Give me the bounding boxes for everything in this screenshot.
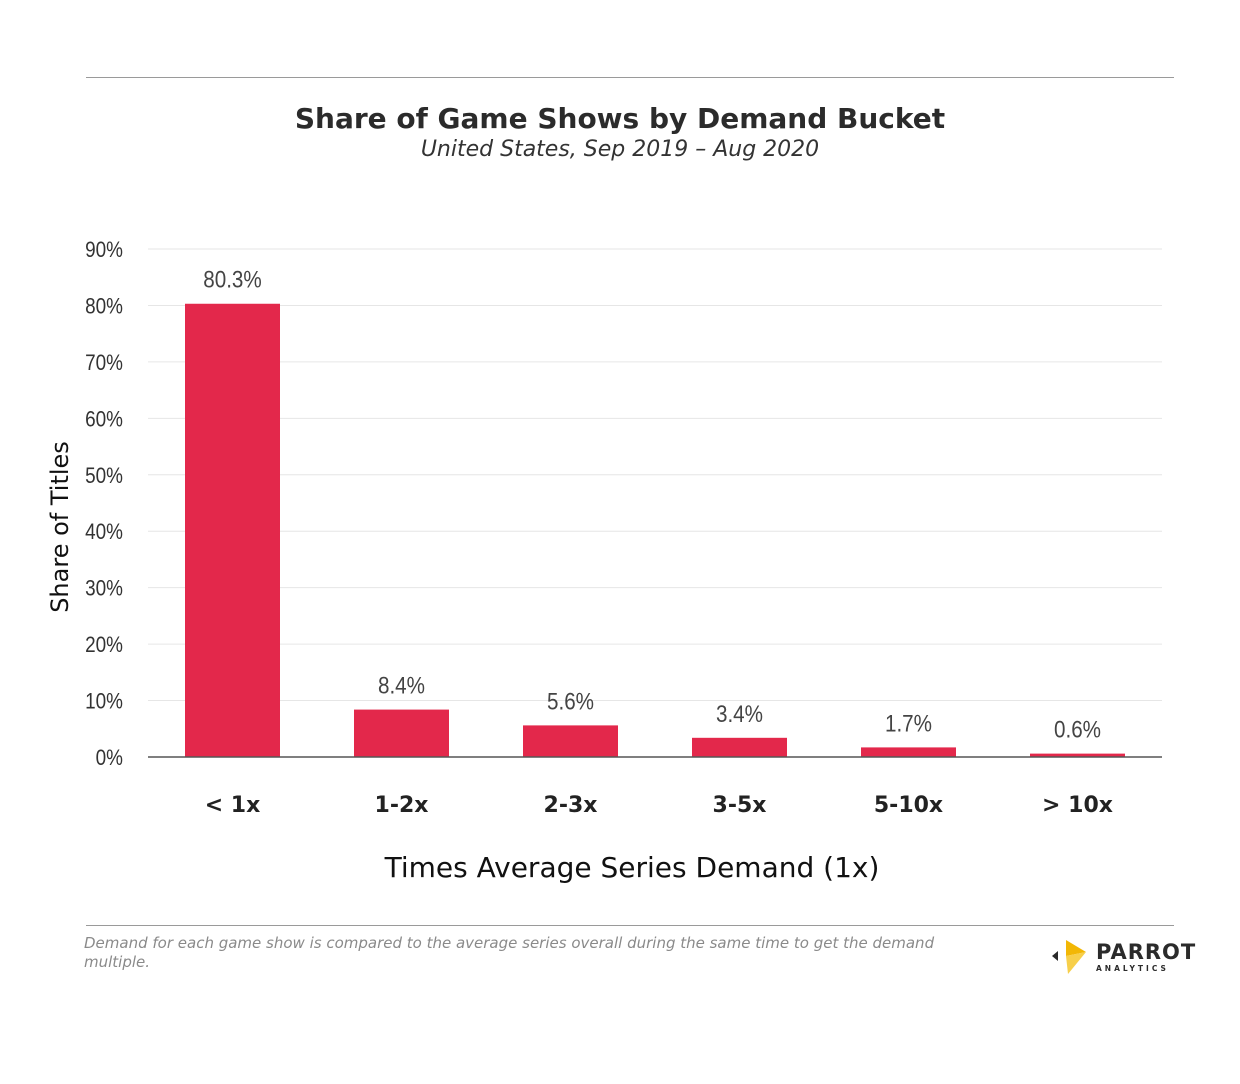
top-rule [86, 77, 1174, 78]
y-tick-labels: 0% 10% 20% 30% 40% 50% 60% 70% 80% 90% [85, 238, 123, 771]
bar [185, 303, 280, 757]
x-tick-label: < 1x [205, 793, 261, 818]
logo-subtext: ANALYTICS [1096, 964, 1169, 973]
bar [692, 737, 787, 757]
y-axis-label: Share of Titles [46, 441, 74, 613]
bar [523, 725, 618, 757]
x-tick-label: 5-10x [874, 793, 943, 818]
chart-title: Share of Game Shows by Demand Bucket [294, 102, 946, 135]
bars [185, 303, 1125, 757]
y-tick-label: 50% [85, 463, 123, 488]
y-tick-label: 80% [85, 294, 123, 319]
x-tick-label: 1-2x [375, 793, 429, 818]
parrot-analytics-logo-icon [1052, 940, 1086, 974]
y-tick-label: 0% [96, 746, 123, 771]
y-tick-label: 20% [85, 633, 123, 658]
bottom-rule [86, 925, 1174, 926]
bar [861, 747, 956, 757]
grid-lines [148, 248, 1162, 702]
bar [1030, 753, 1125, 757]
data-label: 80.3% [203, 266, 262, 293]
y-tick-label: 40% [85, 520, 123, 545]
data-labels: 80.3% 8.4% 5.6% 3.4% 1.7% 0.6% [203, 266, 1101, 743]
x-tick-label: > 10x [1042, 793, 1113, 818]
x-tick-label: 2-3x [544, 793, 598, 818]
data-label: 1.7% [885, 710, 932, 737]
y-tick-label: 30% [85, 576, 123, 601]
logo-wordmark: PARROT [1096, 940, 1197, 964]
chart-subtitle: United States, Sep 2019 – Aug 2020 [420, 137, 820, 162]
y-tick-label: 70% [85, 351, 123, 376]
y-tick-label: 60% [85, 407, 123, 432]
y-tick-label: 90% [85, 238, 123, 263]
x-tick-label: 3-5x [713, 793, 767, 818]
y-tick-label: 10% [85, 689, 123, 714]
data-label: 8.4% [378, 672, 425, 699]
data-label: 3.4% [716, 700, 763, 727]
data-label: 5.6% [547, 688, 594, 715]
data-label: 0.6% [1054, 716, 1101, 743]
parrot-analytics-logo: PARROT ANALYTICS [1048, 934, 1195, 978]
bar [354, 709, 449, 757]
bar-chart: 0% 10% 20% 30% 40% 50% 60% 70% 80% 90% 80.3% 8.4% 5… [46, 238, 1162, 884]
footnote: Demand for each game show is compared to… [84, 934, 935, 971]
x-tick-labels: < 1x 1-2x 2-3x 3-5x 5-10x > 10x [205, 793, 1113, 818]
x-axis-label: Times Average Series Demand (1x) [384, 851, 880, 884]
